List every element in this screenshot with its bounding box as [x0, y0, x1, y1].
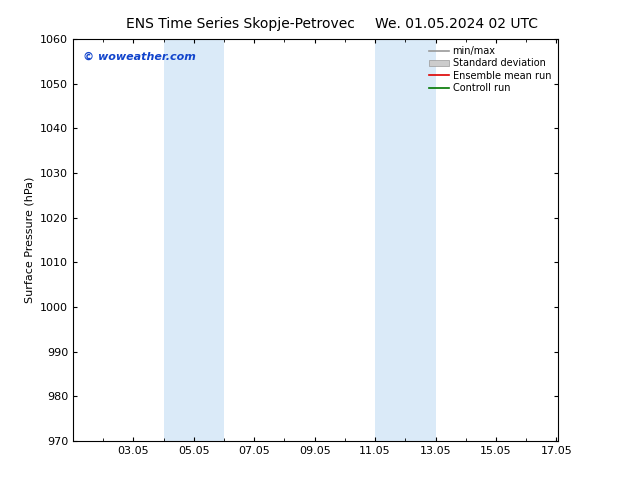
Y-axis label: Surface Pressure (hPa): Surface Pressure (hPa) [24, 177, 34, 303]
Bar [164, 39, 224, 441]
Legend: min/max, Standard deviation, Ensemble mean run, Controll run: min/max, Standard deviation, Ensemble me… [427, 44, 553, 95]
Text: © woweather.com: © woweather.com [82, 51, 195, 61]
Text: We. 01.05.2024 02 UTC: We. 01.05.2024 02 UTC [375, 17, 538, 31]
Text: ENS Time Series Skopje-Petrovec: ENS Time Series Skopje-Petrovec [126, 17, 356, 31]
Bar [375, 39, 436, 441]
